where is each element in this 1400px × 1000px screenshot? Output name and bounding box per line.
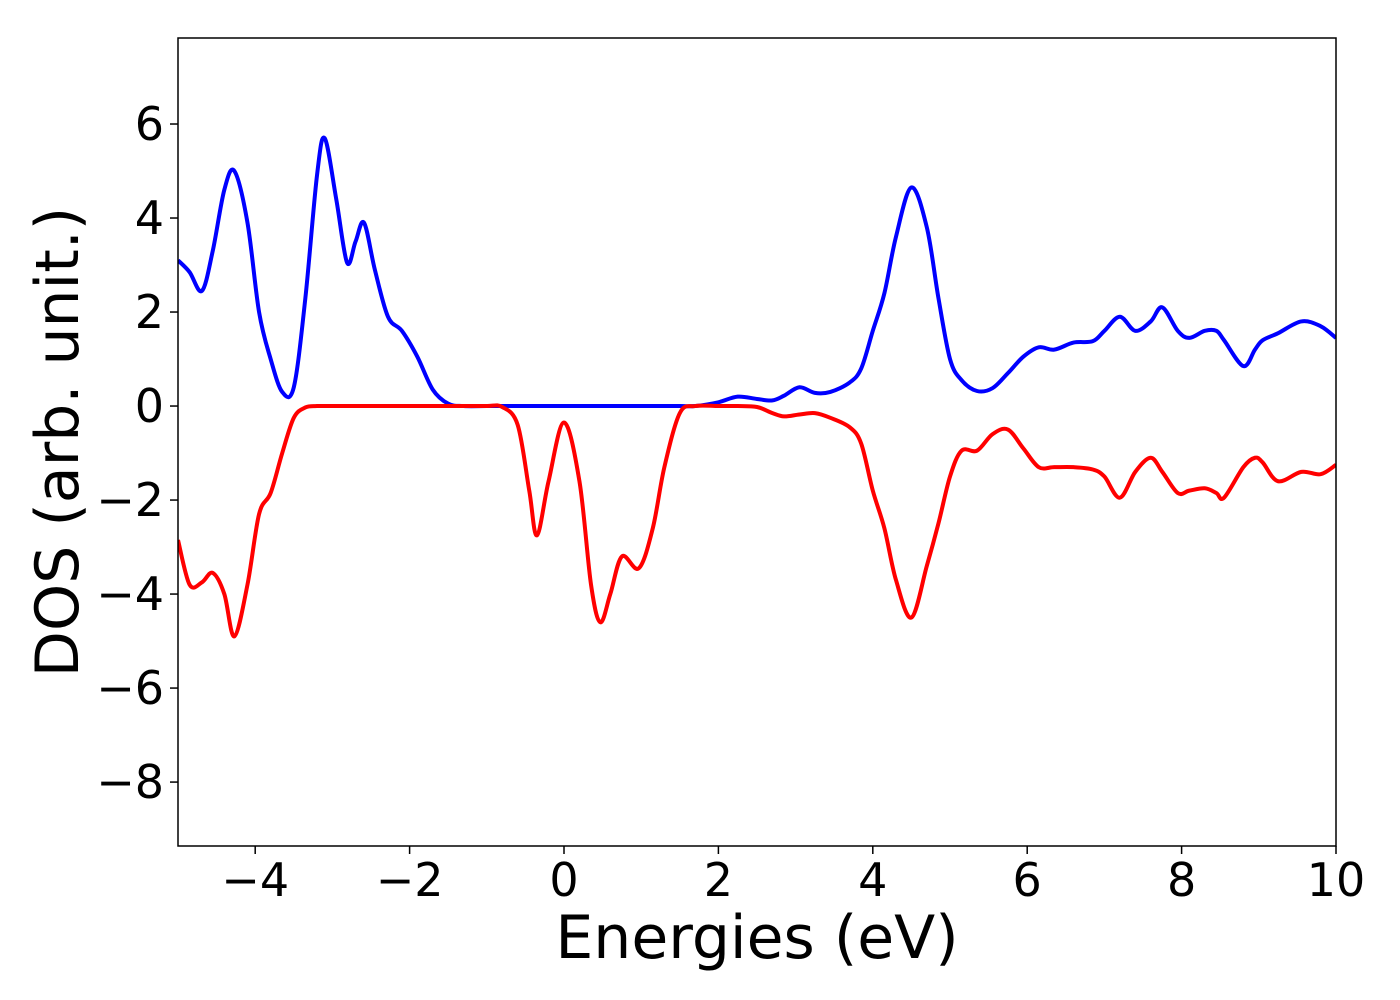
x-tick-label: 8 bbox=[1167, 853, 1196, 907]
y-axis-label: DOS (arb. unit.) bbox=[23, 207, 93, 677]
x-tick-label: 0 bbox=[549, 853, 578, 907]
dos-line bbox=[178, 403, 1336, 639]
plot-frame bbox=[177, 37, 1337, 847]
y-tick-label: −4 bbox=[96, 567, 164, 621]
x-tick-label: 4 bbox=[858, 853, 887, 907]
x-tick-label: 2 bbox=[704, 853, 733, 907]
dos-line bbox=[178, 135, 1336, 409]
y-tick-label: −8 bbox=[96, 755, 164, 809]
x-tick-label: −2 bbox=[376, 853, 444, 907]
y-tick-label: 0 bbox=[135, 379, 164, 433]
y-tick-label: −2 bbox=[96, 473, 164, 527]
x-tick-label: 10 bbox=[1307, 853, 1366, 907]
y-tick-label: −6 bbox=[96, 661, 164, 715]
x-tick-label: 6 bbox=[1013, 853, 1042, 907]
y-tick-label: 2 bbox=[135, 285, 164, 339]
y-tick-label: 4 bbox=[135, 191, 164, 245]
y-tick-label: 6 bbox=[135, 97, 164, 151]
x-tick-label: −4 bbox=[221, 853, 289, 907]
plot-lines bbox=[178, 135, 1336, 639]
x-axis-label: Energies (eV) bbox=[555, 903, 958, 973]
